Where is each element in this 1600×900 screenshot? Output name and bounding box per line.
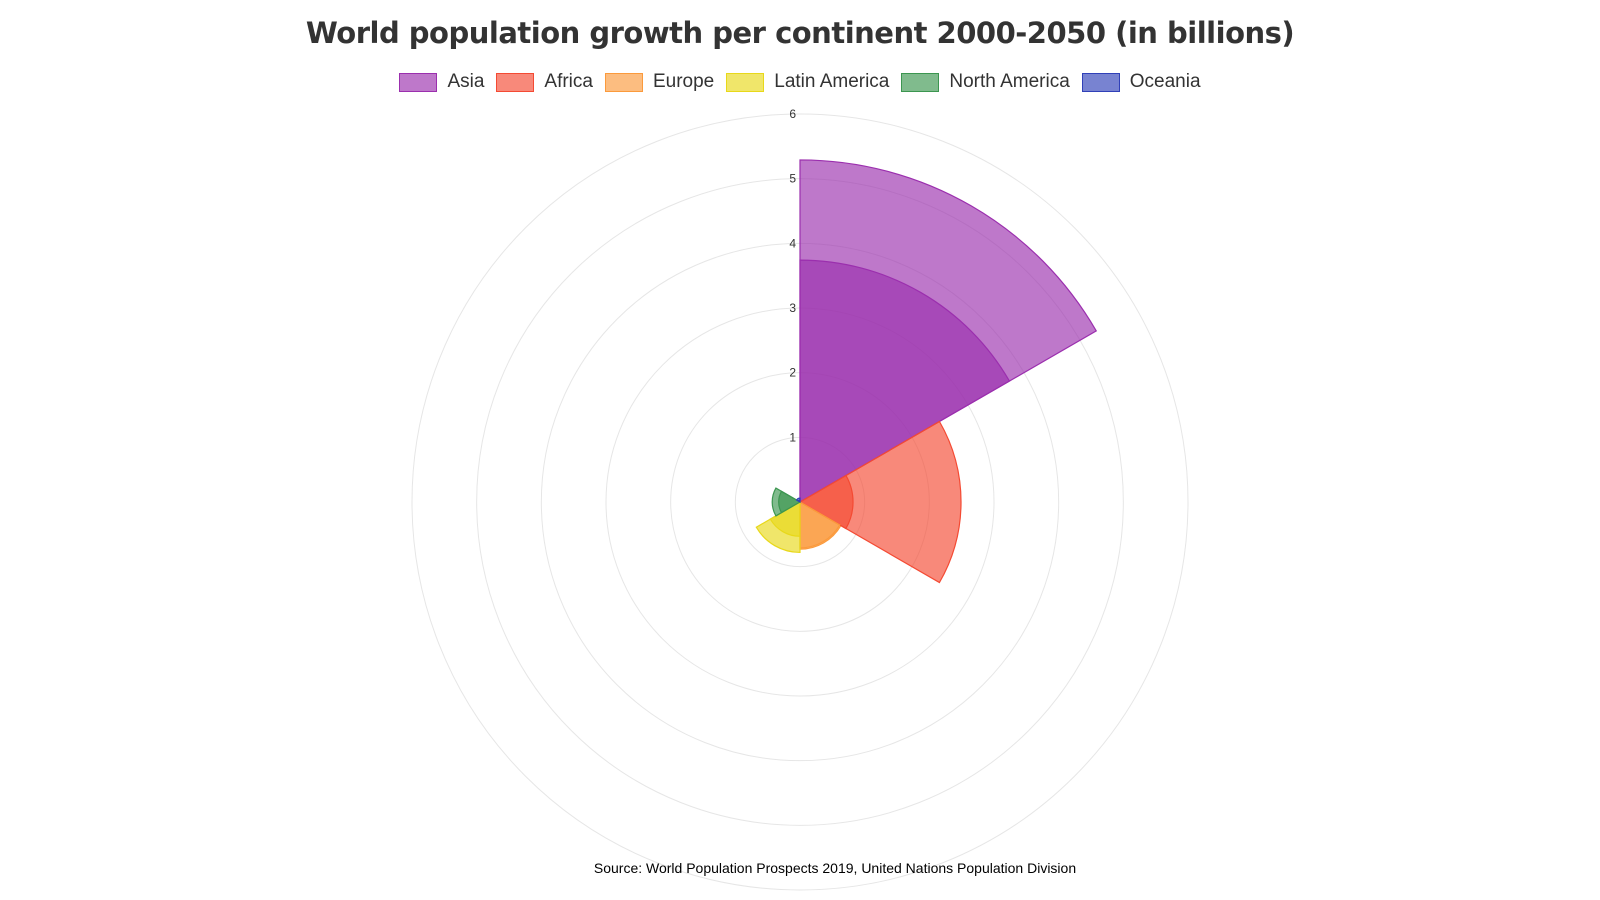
legend-item[interactable]: Asia — [399, 71, 484, 93]
legend-swatch — [726, 72, 765, 92]
legend-label: Africa — [544, 71, 593, 92]
sector-asia-2050 — [799, 159, 1098, 504]
r-tick-label: 2 — [789, 366, 796, 380]
legend-item[interactable]: Africa — [496, 71, 593, 93]
grid-ring — [411, 113, 1189, 891]
legend-swatch — [496, 72, 535, 92]
r-tick-label: 3 — [789, 301, 796, 315]
legend-item[interactable]: Oceania — [1081, 71, 1201, 93]
legend-item[interactable]: North America — [901, 71, 1070, 93]
legend-label: Asia — [447, 71, 485, 92]
sector-oceania-2050 — [795, 497, 801, 504]
sector-europe-2050 — [799, 500, 841, 549]
legend-item[interactable]: Latin America — [726, 71, 889, 93]
chart-title: World population growth per continent 20… — [305, 16, 1295, 50]
legend-swatch — [399, 72, 438, 92]
legend-swatch — [604, 72, 643, 92]
legend-label: Europe — [652, 71, 715, 92]
r-tick-label: 5 — [789, 172, 796, 186]
legend-label: North America — [949, 71, 1070, 92]
sector-north-america-2050 — [771, 487, 802, 517]
legend-swatch — [901, 72, 940, 92]
legend: Asia Africa Europe Latin America North Ameri… — [0, 71, 1600, 93]
r-tick-label: 1 — [789, 430, 796, 444]
legend-item[interactable]: Europe — [604, 71, 715, 93]
r-tick-label: 6 — [789, 107, 796, 121]
sector-africa-2050 — [798, 420, 962, 584]
legend-swatch — [1081, 72, 1120, 92]
sector-latin-america-2050 — [755, 500, 801, 554]
legend-label: Oceania — [1129, 71, 1201, 92]
legend-label: Latin America — [774, 71, 890, 92]
source-note: Source: World Population Prospects 2019,… — [593, 860, 1077, 876]
r-tick-label: 4 — [789, 236, 796, 250]
